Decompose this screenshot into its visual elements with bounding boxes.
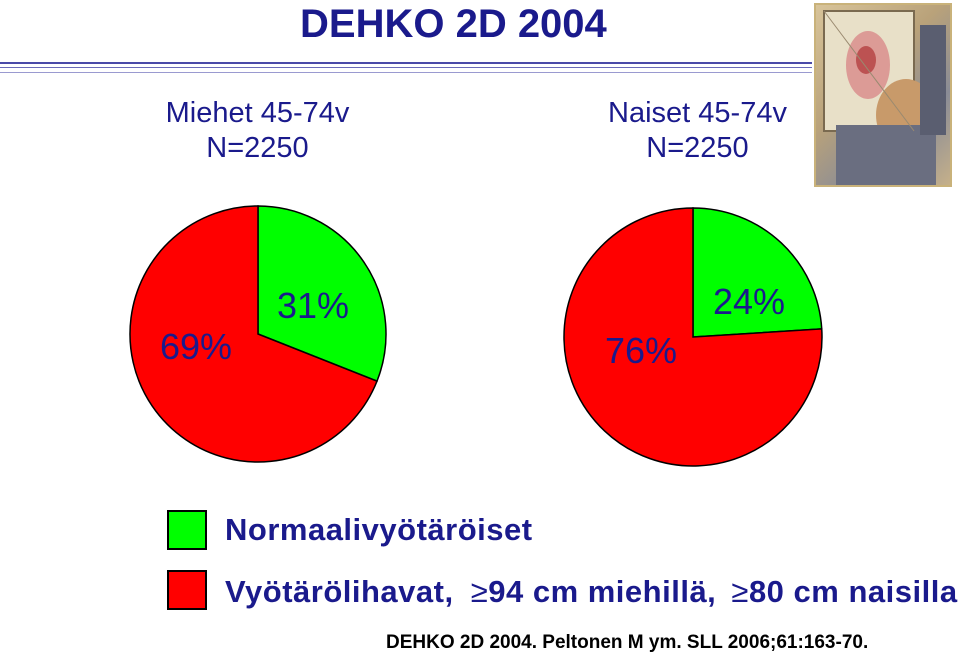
women-normal-label: 24% (713, 281, 786, 322)
men-normal-label: 31% (277, 285, 350, 326)
women-title-line1: Naiset 45-74v (608, 97, 787, 129)
women-pie-slice-1 (563, 207, 823, 467)
men-title-line1: Miehet 45-74v (165, 97, 350, 129)
pie-chart-men (129, 205, 387, 463)
legend-swatch-obese (167, 570, 207, 610)
legend-label-obese: Vyötärölihavat, ≥94 cm miehillä, ≥80 cm … (225, 574, 958, 610)
header-rule (0, 62, 812, 64)
women-title-line2: N=2250 (646, 132, 749, 164)
men-obese-label: 69% (160, 326, 233, 367)
legend-obese-women: 80 cm naisilla (748, 574, 958, 609)
ge-symbol-icon: ≥ (731, 574, 749, 609)
legend-obese-prefix: Vyötärölihavat, (225, 574, 454, 609)
pie-chart-women (563, 207, 823, 467)
legend-label-normal: Normaalivyötäröiset (225, 512, 533, 547)
men-pie-slice-1 (129, 205, 378, 463)
header-rule (0, 67, 812, 68)
citation-text: DEHKO 2D 2004. Peltonen M ym. SLL 2006;6… (386, 632, 869, 653)
women-group-title: Naiset 45-74v N=2250 (580, 96, 815, 166)
women-obese-label: 76% (605, 330, 678, 371)
header-rule (0, 72, 812, 73)
men-group-title: Miehet 45-74v N=2250 (140, 96, 375, 166)
title-text: DEHKO 2D 2004 (300, 2, 607, 46)
illustration-image (814, 3, 952, 187)
legend-swatch-normal (167, 510, 207, 550)
men-title-line2: N=2250 (206, 132, 309, 164)
men-pie-slice-0 (257, 205, 387, 383)
women-pie-slice-0 (692, 207, 823, 338)
ge-symbol-icon: ≥ (470, 574, 489, 609)
legend-obese-men: 94 cm miehillä, (488, 574, 717, 609)
